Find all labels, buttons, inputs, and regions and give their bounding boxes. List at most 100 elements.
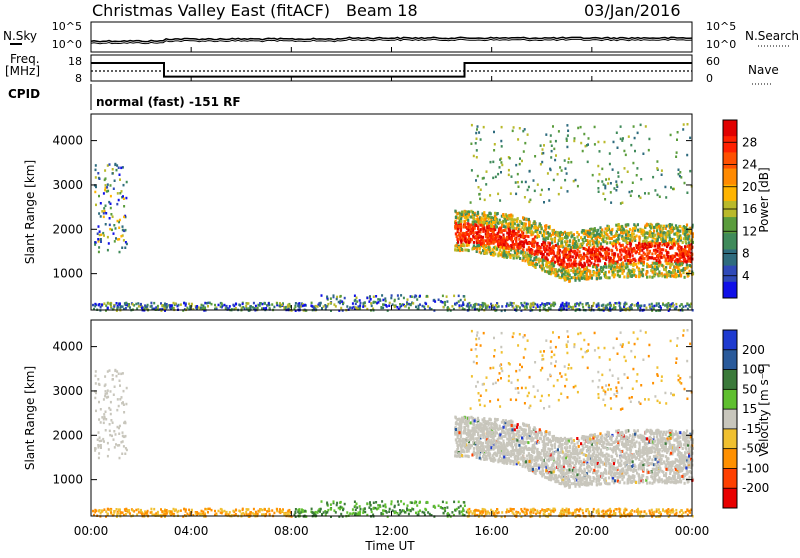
rti-cell [480, 189, 482, 192]
rti-cell [501, 229, 503, 232]
rti-cell [547, 248, 549, 251]
rti-cell [638, 262, 640, 265]
rti-cell [135, 303, 137, 306]
rti-cell [398, 297, 400, 300]
rti-cell [601, 180, 603, 183]
rti-cell [495, 304, 497, 307]
rti-cell [675, 509, 677, 512]
rti-cell [375, 501, 377, 504]
rti-cell [611, 259, 613, 262]
rti-cell [588, 511, 590, 514]
rti-cell [475, 179, 477, 182]
rti-cell [506, 243, 508, 246]
rti-cell [122, 511, 124, 514]
rti-cell [408, 303, 410, 306]
rti-cell [547, 261, 549, 264]
rti-cell [538, 261, 540, 264]
rti-cell [101, 303, 103, 306]
rti-cell [458, 501, 460, 504]
rti-cell [664, 275, 666, 278]
rti-cell [649, 243, 651, 246]
rti-cell [650, 227, 652, 230]
rti-cell [638, 275, 640, 278]
rti-cell [377, 301, 379, 304]
rti-cell [633, 223, 635, 226]
rti-cell [583, 262, 585, 265]
rti-cell [407, 298, 409, 301]
rti-cell [304, 304, 306, 307]
rti-cell [631, 190, 633, 193]
rti-cell [686, 263, 688, 266]
rti-cell [676, 232, 678, 235]
rti-cell [462, 243, 464, 246]
rti-cell [675, 513, 677, 516]
rti-cell [475, 235, 477, 238]
rti-cell [552, 257, 554, 260]
rti-cell [649, 275, 651, 278]
rti-cell [478, 244, 480, 247]
rti-cell [587, 235, 589, 238]
rti-cell [481, 242, 483, 245]
rti-cell [610, 231, 612, 234]
rti-cell [610, 304, 612, 307]
rti-cell [479, 198, 481, 201]
rti-cell [487, 214, 489, 217]
rti-cell [422, 511, 424, 514]
rti-cell [486, 512, 488, 515]
rti-cell [684, 267, 686, 270]
rti-cell [583, 276, 585, 279]
rti-cell [125, 307, 127, 310]
rti-cell [615, 224, 617, 227]
rti-cell [648, 265, 650, 268]
rti-cell [546, 257, 548, 260]
rti-cell [607, 182, 609, 185]
rti-cell [185, 510, 187, 513]
rti-cell [260, 508, 262, 511]
rti-cell [586, 260, 588, 263]
rti-cell [404, 305, 406, 308]
rti-cell [166, 306, 168, 309]
rti-cell [482, 236, 484, 239]
rti-cell [492, 248, 494, 251]
rti-cell [560, 263, 562, 266]
rti-cell [569, 255, 571, 258]
rti-cell [397, 500, 399, 503]
rti-cell [639, 305, 641, 308]
rti-cell [592, 305, 594, 308]
rti-cell [114, 164, 116, 167]
rti-cell [673, 270, 675, 273]
rti-cell [525, 223, 527, 226]
rti-cell [583, 133, 585, 136]
rti-cell [587, 161, 589, 164]
rti-cell [391, 500, 393, 503]
rti-cell [271, 509, 273, 512]
rti-cell [359, 305, 361, 308]
rti-cell [480, 138, 482, 141]
rti-cell [109, 217, 111, 220]
rti-cell [455, 222, 457, 225]
noise-search-label: N.Search [745, 29, 799, 43]
rti-cell [377, 507, 379, 510]
rti-cell [489, 194, 491, 197]
rti-cell [649, 265, 651, 268]
rti-cell [488, 242, 490, 245]
rti-cell [673, 238, 675, 241]
rti-cell [534, 253, 536, 256]
rti-cell [455, 225, 457, 228]
rti-cell [103, 216, 105, 219]
rti-cell [122, 305, 124, 308]
rti-cell [598, 241, 600, 244]
rti-cell [511, 225, 513, 228]
rti-cell [528, 246, 530, 249]
rti-cell [352, 508, 354, 511]
rti-cell [304, 510, 306, 513]
rti-cell [688, 241, 690, 244]
y-tick-label: 4000 [52, 134, 83, 148]
rti-cell [462, 233, 464, 236]
rti-cell [598, 258, 600, 261]
rti-cell [202, 511, 204, 514]
rti-cell [125, 513, 127, 516]
rti-cell [497, 232, 499, 235]
rti-cell [398, 503, 400, 506]
